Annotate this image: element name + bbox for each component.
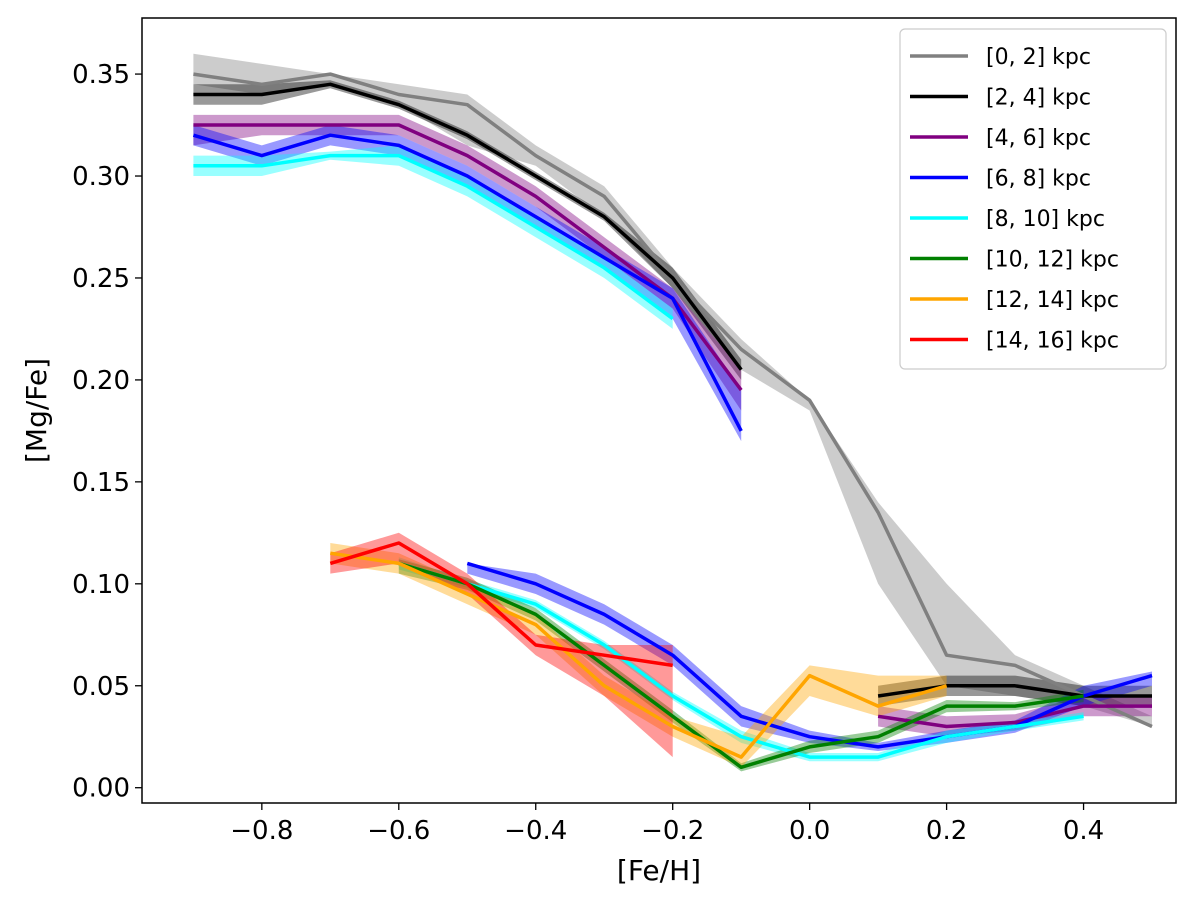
series-line-6-8-kpc-0 [192,133,743,432]
legend-label-12-14-kpc: [12, 14] kpc [986,288,1119,313]
series-line-2-4-kpc-0 [193,82,743,371]
x-tick-label: −0.8 [230,816,293,846]
legend-label-6-8-kpc: [6, 8] kpc [986,167,1091,192]
error-band-10-12-kpc-0 [398,559,1084,772]
y-tick-label: 0.30 [72,162,130,192]
x-tick-label: −0.6 [367,816,430,846]
legend: [0, 2] kpc [2, 4] kpc [4, 6] kpc [6, 8] kpc… [899,28,1167,370]
error-band-0-2-kpc-0 [193,53,1152,727]
error-band-2-4-kpc-1 [878,675,1152,707]
series-line-6-8-kpc-1 [466,561,1153,749]
series-line-12-14-kpc-0 [330,551,948,759]
y-tick-label: 0.15 [72,468,130,498]
axes: −0.8 −0.6 −0.4 −0.2 0.0 0.2 0.4 0.00 0.05 0.10 0.1… [72,60,1104,846]
y-tick-label: 0.10 [72,570,130,600]
plot-frame [141,17,1177,804]
legend-label-14-16-kpc: [14, 16] kpc [986,329,1119,354]
y-tick-label: 0.35 [72,60,130,90]
series-lines [192,72,1153,770]
x-tick-label: −0.2 [641,816,704,846]
series-line-14-16-kpc-0 [329,541,673,668]
legend-label-10-12-kpc: [10, 12] kpc [986,248,1119,273]
x-axis-label: [Fe/H] [617,854,701,887]
series-line-4-6-kpc-1 [877,704,1152,729]
y-tick-label: 0.20 [72,366,130,396]
y-tick-label: 0.25 [72,264,130,294]
error-band-4-6-kpc-0 [193,114,742,411]
series-line-4-6-kpc-0 [193,123,743,392]
series-line-2-4-kpc-1 [877,684,1152,698]
error-band-14-16-kpc-0 [330,532,673,758]
legend-box [899,28,1167,370]
legend-label-0-2-kpc: [0, 2] kpc [986,45,1091,70]
y-axis-label: [Mg/Fe] [20,358,53,463]
y-tick-label: 0.00 [72,774,130,804]
series-line-8-10-kpc-1 [398,561,1084,759]
series-line-8-10-kpc-0 [193,153,674,321]
x-tick-label: 0.0 [789,816,830,846]
x-tick-label: 0.2 [926,816,967,846]
x-tick-label: 0.4 [1063,816,1104,846]
error-band-8-10-kpc-0 [193,145,673,329]
error-band-6-8-kpc-0 [193,125,742,442]
legend-label-2-4-kpc: [2, 4] kpc [986,86,1091,111]
series-line-10-12-kpc-0 [398,561,1084,770]
x-tick-label: −0.4 [504,816,567,846]
legend-label-4-6-kpc: [4, 6] kpc [986,126,1091,151]
y-tick-label: 0.05 [72,672,130,702]
legend-label-8-10-kpc: [8, 10] kpc [986,207,1105,232]
